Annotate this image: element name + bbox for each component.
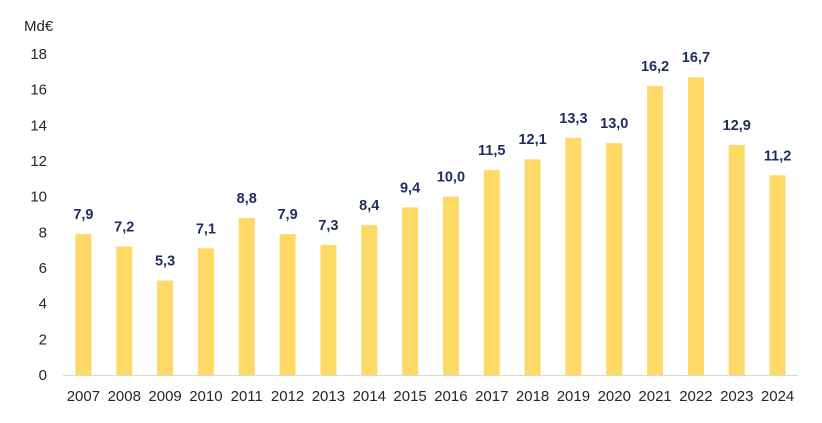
data-label: 8,8 [237, 191, 257, 207]
data-label: 7,3 [318, 218, 338, 234]
bar-2022 [687, 77, 704, 375]
y-axis-ticks: 0 2 4 6 8 10 12 14 16 18 [30, 46, 47, 384]
x-tick-label: 2008 [108, 388, 141, 405]
data-label: 11,5 [478, 143, 505, 159]
y-tick-label: 8 [39, 224, 47, 241]
data-label: 8,4 [359, 198, 379, 214]
x-tick-label: 2014 [353, 388, 386, 405]
data-label: 9,4 [400, 180, 420, 196]
x-tick-label: 2022 [679, 388, 712, 405]
data-label: 7,9 [277, 207, 297, 223]
data-label: 13,0 [600, 116, 628, 132]
bar-2007 [75, 234, 92, 375]
y-tick-label: 0 [39, 367, 47, 384]
x-tick-label: 2011 [231, 388, 263, 405]
y-tick-label: 18 [30, 46, 47, 63]
data-label: 16,2 [641, 59, 669, 75]
data-labels: 7,9 7,2 5,3 7,1 8,8 7,9 7,3 8,4 9,4 10,0 11,5 12,1 1… [73, 50, 791, 269]
data-label: 11,2 [764, 148, 791, 164]
x-tick-label: 2018 [516, 388, 549, 405]
bar-2023 [728, 144, 745, 375]
data-label: 7,9 [73, 207, 93, 223]
y-axis-unit-label: Md€ [24, 18, 54, 35]
x-tick-label: 2015 [393, 388, 426, 405]
data-label: 13,3 [559, 111, 587, 127]
bar-2010 [197, 248, 214, 375]
y-tick-label: 2 [39, 331, 47, 348]
x-tick-label: 2010 [189, 388, 222, 405]
x-tick-label: 2024 [761, 388, 794, 405]
bar-2017 [483, 169, 500, 375]
bar-2016 [442, 196, 459, 375]
x-tick-label: 2009 [148, 388, 181, 405]
bar-2014 [361, 225, 378, 375]
bar-2024 [769, 175, 786, 375]
x-tick-label: 2020 [598, 388, 631, 405]
x-tick-label: 2012 [271, 388, 304, 405]
data-label: 5,3 [155, 253, 175, 269]
y-tick-label: 14 [30, 117, 47, 134]
data-label: 7,1 [196, 221, 216, 237]
bar-2018 [524, 159, 541, 375]
x-tick-label: 2017 [475, 388, 508, 405]
bar-2021 [647, 86, 664, 375]
x-tick-label: 2019 [557, 388, 590, 405]
x-axis-ticks: 2007 2008 2009 2010 2011 2012 2013 2014 2015 2016… [67, 388, 795, 405]
x-tick-label: 2023 [720, 388, 753, 405]
y-tick-label: 12 [30, 153, 47, 170]
bar-2013 [320, 244, 337, 375]
x-tick-label: 2007 [67, 388, 100, 405]
bars [75, 77, 786, 375]
y-tick-label: 10 [30, 189, 47, 206]
bar-2009 [157, 280, 174, 375]
bar-2011 [238, 218, 255, 375]
data-label: 12,9 [723, 118, 751, 134]
bar-2019 [565, 137, 582, 375]
y-tick-label: 16 [30, 82, 47, 99]
data-label: 12,1 [518, 132, 546, 148]
bar-2008 [116, 246, 133, 375]
data-label: 7,2 [114, 220, 134, 236]
y-tick-label: 4 [39, 296, 47, 313]
x-tick-label: 2013 [312, 388, 345, 405]
x-tick-label: 2016 [434, 388, 467, 405]
bar-2012 [279, 234, 296, 375]
y-tick-label: 6 [39, 260, 47, 277]
bar-2020 [606, 143, 623, 375]
data-label: 10,0 [437, 170, 465, 186]
data-label: 16,7 [682, 50, 710, 66]
bar-2015 [402, 207, 419, 375]
x-tick-label: 2021 [638, 388, 671, 405]
